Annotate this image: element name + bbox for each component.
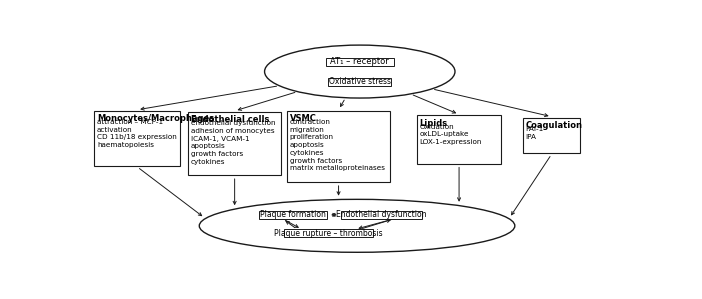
Text: Endothelial dysfunction: Endothelial dysfunction (336, 210, 427, 219)
FancyBboxPatch shape (340, 211, 423, 219)
Ellipse shape (265, 45, 455, 98)
Text: contraction
migration
proliferation
apoptosis
cytokines
growth factors
matrix me: contraction migration proliferation apop… (290, 119, 385, 172)
Text: Endothelial cells: Endothelial cells (191, 115, 270, 124)
FancyBboxPatch shape (287, 111, 390, 182)
FancyBboxPatch shape (259, 211, 327, 219)
Text: PAI-1
IPA: PAI-1 IPA (526, 126, 544, 140)
FancyBboxPatch shape (94, 111, 180, 166)
Text: attraction – MCP-1
activation
CD 11b/18 expression
haematopoiesis: attraction – MCP-1 activation CD 11b/18 … (97, 119, 177, 148)
FancyBboxPatch shape (188, 112, 281, 175)
Text: Coagulation: Coagulation (526, 121, 583, 130)
Text: Oxidation
oxLDL-uptake
LOX-1-expression: Oxidation oxLDL-uptake LOX-1-expression (420, 123, 482, 145)
Text: Oxidative stress: Oxidative stress (329, 77, 391, 86)
Text: AT₁ – receptor: AT₁ – receptor (331, 57, 389, 66)
Text: Plaque formation: Plaque formation (260, 210, 326, 219)
FancyBboxPatch shape (523, 118, 580, 153)
FancyBboxPatch shape (329, 78, 391, 86)
FancyBboxPatch shape (417, 115, 501, 164)
FancyBboxPatch shape (326, 57, 394, 66)
Ellipse shape (199, 199, 515, 252)
Text: Lipids: Lipids (420, 118, 448, 128)
Text: VSMC: VSMC (290, 114, 317, 123)
Text: Plaque rupture – thrombosis: Plaque rupture – thrombosis (274, 229, 383, 238)
Text: endothelial dysfunction
adhesion of monocytes
ICAM-1, VCAM-1
apoptosis
growth fa: endothelial dysfunction adhesion of mono… (191, 120, 276, 165)
Text: Monocytes/Macrophages: Monocytes/Macrophages (97, 114, 214, 123)
FancyBboxPatch shape (284, 229, 373, 237)
